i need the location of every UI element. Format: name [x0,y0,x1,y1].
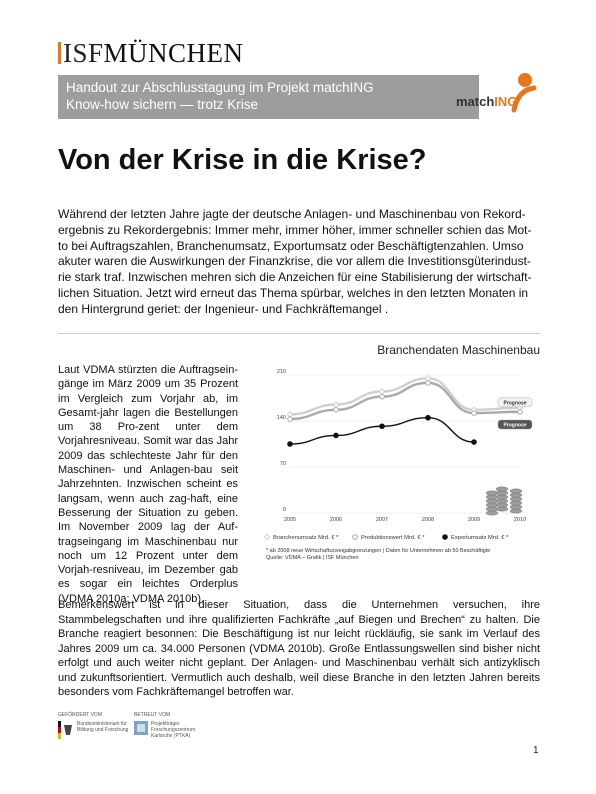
series-line [289,377,521,416]
annotation-box [497,397,533,408]
data-point [471,439,477,445]
data-point [425,380,431,386]
data-point [517,409,523,415]
matching-logo-icon [511,73,537,113]
coin-stack-icon [495,506,509,512]
coin-stack-icon [495,494,509,500]
series-line [289,381,521,421]
intro-paragraph: Während der letzten Jahre jagte der deut… [58,207,532,316]
data-point [378,388,386,395]
y-tick-label: 210 [277,369,286,375]
matching-logo-text: matchING [456,94,518,109]
data-point [379,423,385,430]
y-tick-label: 140 [277,415,286,421]
eagle-icon [58,721,72,739]
legend-label: Produktionswert Mrd. € * [361,535,425,541]
coin-stack-icon [509,488,523,494]
x-tick-label: 2010 [514,517,526,523]
x-tick-label: 2005 [284,517,296,523]
legend-label: Branchenumsatz Mrd. € * [273,535,339,541]
page-number: 1 [533,745,539,756]
footnote-line-2: Quelle: VDMA – Grafik | ISF München [266,555,359,561]
series-line [289,417,475,445]
legend-label: Exportumsatz Mrd. € * [451,535,509,541]
data-point [287,416,293,422]
coin-stack-icon [495,486,509,492]
x-tick-label: 2008 [422,517,434,523]
data-point [333,407,339,413]
x-tick-label: 2006 [330,517,342,523]
y-tick-label: 0 [283,507,286,513]
x-tick-label: 2007 [376,517,388,523]
coin-stack-icon [495,490,509,496]
footnote-line-1: * ab 2008 neue Wirtschaftszweigabgrenzun… [266,548,491,554]
carrier-block: BETREUT VOM Projektträger Forschungszent… [134,712,214,739]
funder-name: Bundesministerium für Bildung und Forsch… [77,721,129,733]
data-point [332,401,340,408]
coin-stack-icon [509,492,523,498]
data-point [287,441,293,447]
annotation-label: Prognose [503,400,526,406]
coin-stack-icon [509,504,523,510]
industry-chart: 0 70 140 210 2005 2006 2007 2008 2009 2010 Prognos… [263,369,533,541]
data-point [471,410,477,416]
banner-line-2: Know-how sichern — trotz Krise [66,97,259,112]
legend-marker [263,533,271,541]
body-paragraph-2: Bemerkenswert ist in dieser Situation, d… [58,599,540,698]
coin-stack-icon [495,498,509,504]
coin-stack-icon [509,508,523,514]
annotation-box [497,419,533,430]
coin-stack-icon [495,502,509,508]
data-point [379,393,385,400]
section-divider [58,333,540,334]
carrier-name: Projektträger Forschungszentrum Karlsruh… [151,721,196,739]
chart-heading: Branchendaten Maschinenbau [377,343,540,357]
x-tick-label: 2009 [468,517,480,523]
y-tick-label: 70 [280,461,286,467]
data-point [425,414,431,421]
data-point [333,432,339,439]
logo-bar-icon [58,42,61,64]
ptka-logo-icon [134,721,148,735]
chart-footnote: * ab 2008 neue Wirtschaftszweigabgrenzun… [266,548,546,562]
isf-logo: ISFMÜNCHEN [58,38,244,69]
coin-stack-icon [509,496,523,502]
header-banner: Handout zur Abschlusstagung im Projekt m… [58,75,479,119]
page-title: Von der Krise in die Krise? [58,144,427,176]
funder-block: GEFÖRDERT VOM Bundesministerium für Bild… [58,712,138,741]
annotation-label: Prognose [503,423,526,429]
funder-label: GEFÖRDERT VOM [58,712,102,718]
carrier-label: BETREUT VOM [134,712,171,718]
coin-stack-icon [485,510,499,516]
coin-stack-icon [509,500,523,506]
banner-line-1: Handout zur Abschlusstagung im Projekt m… [66,80,374,95]
legend-marker [442,534,448,540]
legend-marker [352,534,358,540]
left-column-paragraph: Laut VDMA stürzten die Auftragsein-gänge… [58,364,238,605]
